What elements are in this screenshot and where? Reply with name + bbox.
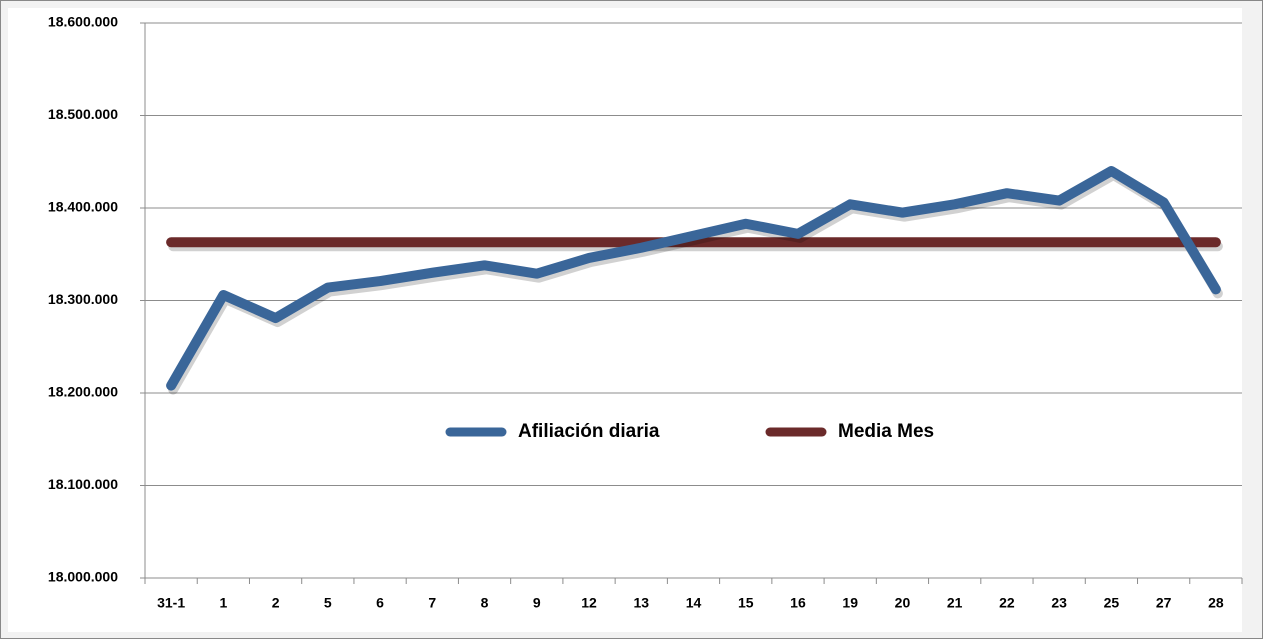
legend-label: Media Mes [838,421,934,442]
x-tick-label: 21 [947,595,963,611]
x-tick-label: 20 [895,595,911,611]
x-tick-label: 8 [481,595,489,611]
x-tick-label: 2 [272,595,280,611]
x-tick-label: 15 [738,595,754,611]
x-tick-label: 25 [1104,595,1120,611]
x-tick-label: 7 [428,595,436,611]
x-tick-label: 23 [1051,595,1067,611]
y-tick-label: 18.400.000 [48,199,118,215]
y-tick-label: 18.200.000 [48,384,118,400]
x-tick-label: 6 [376,595,384,611]
x-tick-label: 13 [633,595,649,611]
x-tick-label: 5 [324,595,332,611]
lines [166,166,1223,395]
x-tick-label: 12 [581,595,597,611]
x-tick-label: 14 [686,595,702,611]
y-tick-label: 18.000.000 [48,569,118,585]
y-tick-label: 18.600.000 [48,14,118,30]
x-tick-label: 19 [842,595,858,611]
x-tick-label: 16 [790,595,806,611]
grid: 18.000.000 18.100.000 18.200.000 18.300.000… [48,14,1243,611]
x-tick-label: 31-1 [157,595,185,611]
legend: Afiliación diaria Media Mes [445,421,934,442]
y-tick-label: 18.100.000 [48,476,118,492]
x-tick-label: 1 [219,595,227,611]
y-tick-label: 18.500.000 [48,106,118,122]
series-line [166,166,1221,391]
x-tick-label: 27 [1156,595,1172,611]
x-tick-label: 22 [999,595,1015,611]
legend-label: Afiliación diaria [518,421,660,442]
x-tick-label: 28 [1208,595,1224,611]
x-tick-label: 9 [533,595,541,611]
y-tick-label: 18.300.000 [48,291,118,307]
